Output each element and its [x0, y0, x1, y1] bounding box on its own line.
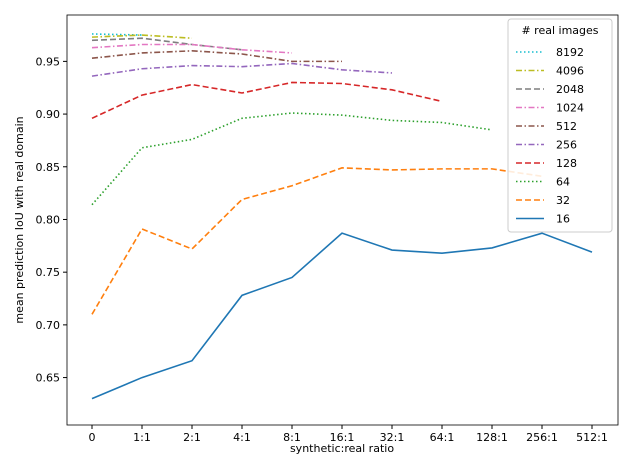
y-tick-label: 0.75 — [36, 266, 61, 279]
series-line — [91, 50, 342, 63]
legend-label: 16 — [556, 213, 570, 226]
series-line — [91, 33, 143, 36]
series-line — [91, 62, 393, 77]
x-axis-label: synthetic:real ratio — [290, 442, 394, 455]
x-tick-label: 2:1 — [183, 431, 201, 444]
y-tick-label: 0.90 — [36, 108, 61, 121]
series-line — [91, 43, 293, 54]
y-tick-label: 0.85 — [36, 161, 61, 174]
y-tick-label: 0.65 — [36, 372, 61, 385]
legend-label: 4096 — [556, 65, 584, 78]
x-tick-label: 256:1 — [526, 431, 558, 444]
x-tick-label: 16:1 — [330, 431, 355, 444]
x-tick-label: 512:1 — [576, 431, 608, 444]
x-tick-label: 0 — [89, 431, 96, 444]
series-line — [91, 232, 593, 400]
x-tick-label: 128:1 — [476, 431, 508, 444]
x-tick-label: 8:1 — [283, 431, 301, 444]
legend-title: # real images — [521, 24, 598, 37]
legend-label: 2048 — [556, 83, 584, 96]
series-line — [91, 112, 493, 206]
series-line — [91, 37, 243, 51]
x-tick-label: 1:1 — [133, 431, 151, 444]
y-axis-label: mean prediction IoU with real domain — [13, 116, 26, 323]
series-line — [91, 81, 443, 120]
legend-label: 32 — [556, 194, 570, 207]
legend: # real images 8192 4096 2048 1024 512 256 128 64… — [507, 18, 613, 233]
legend-label: 64 — [556, 176, 570, 189]
x-tick-label: 64:1 — [430, 431, 455, 444]
legend-label: 8192 — [556, 46, 584, 59]
legend-label: 128 — [556, 157, 577, 170]
series-line — [91, 34, 193, 39]
series-line — [91, 167, 543, 315]
legend-label: 256 — [556, 139, 577, 152]
legend-label: 512 — [556, 120, 577, 133]
y-tick-label: 0.80 — [36, 213, 61, 226]
legend-label: 1024 — [556, 102, 584, 115]
legend-box — [507, 18, 613, 233]
x-tick-label: 4:1 — [233, 431, 251, 444]
x-tick-label: 32:1 — [380, 431, 405, 444]
y-tick-label: 0.70 — [36, 319, 61, 332]
y-tick-label: 0.95 — [36, 55, 61, 68]
plot-frame — [66, 14, 619, 426]
